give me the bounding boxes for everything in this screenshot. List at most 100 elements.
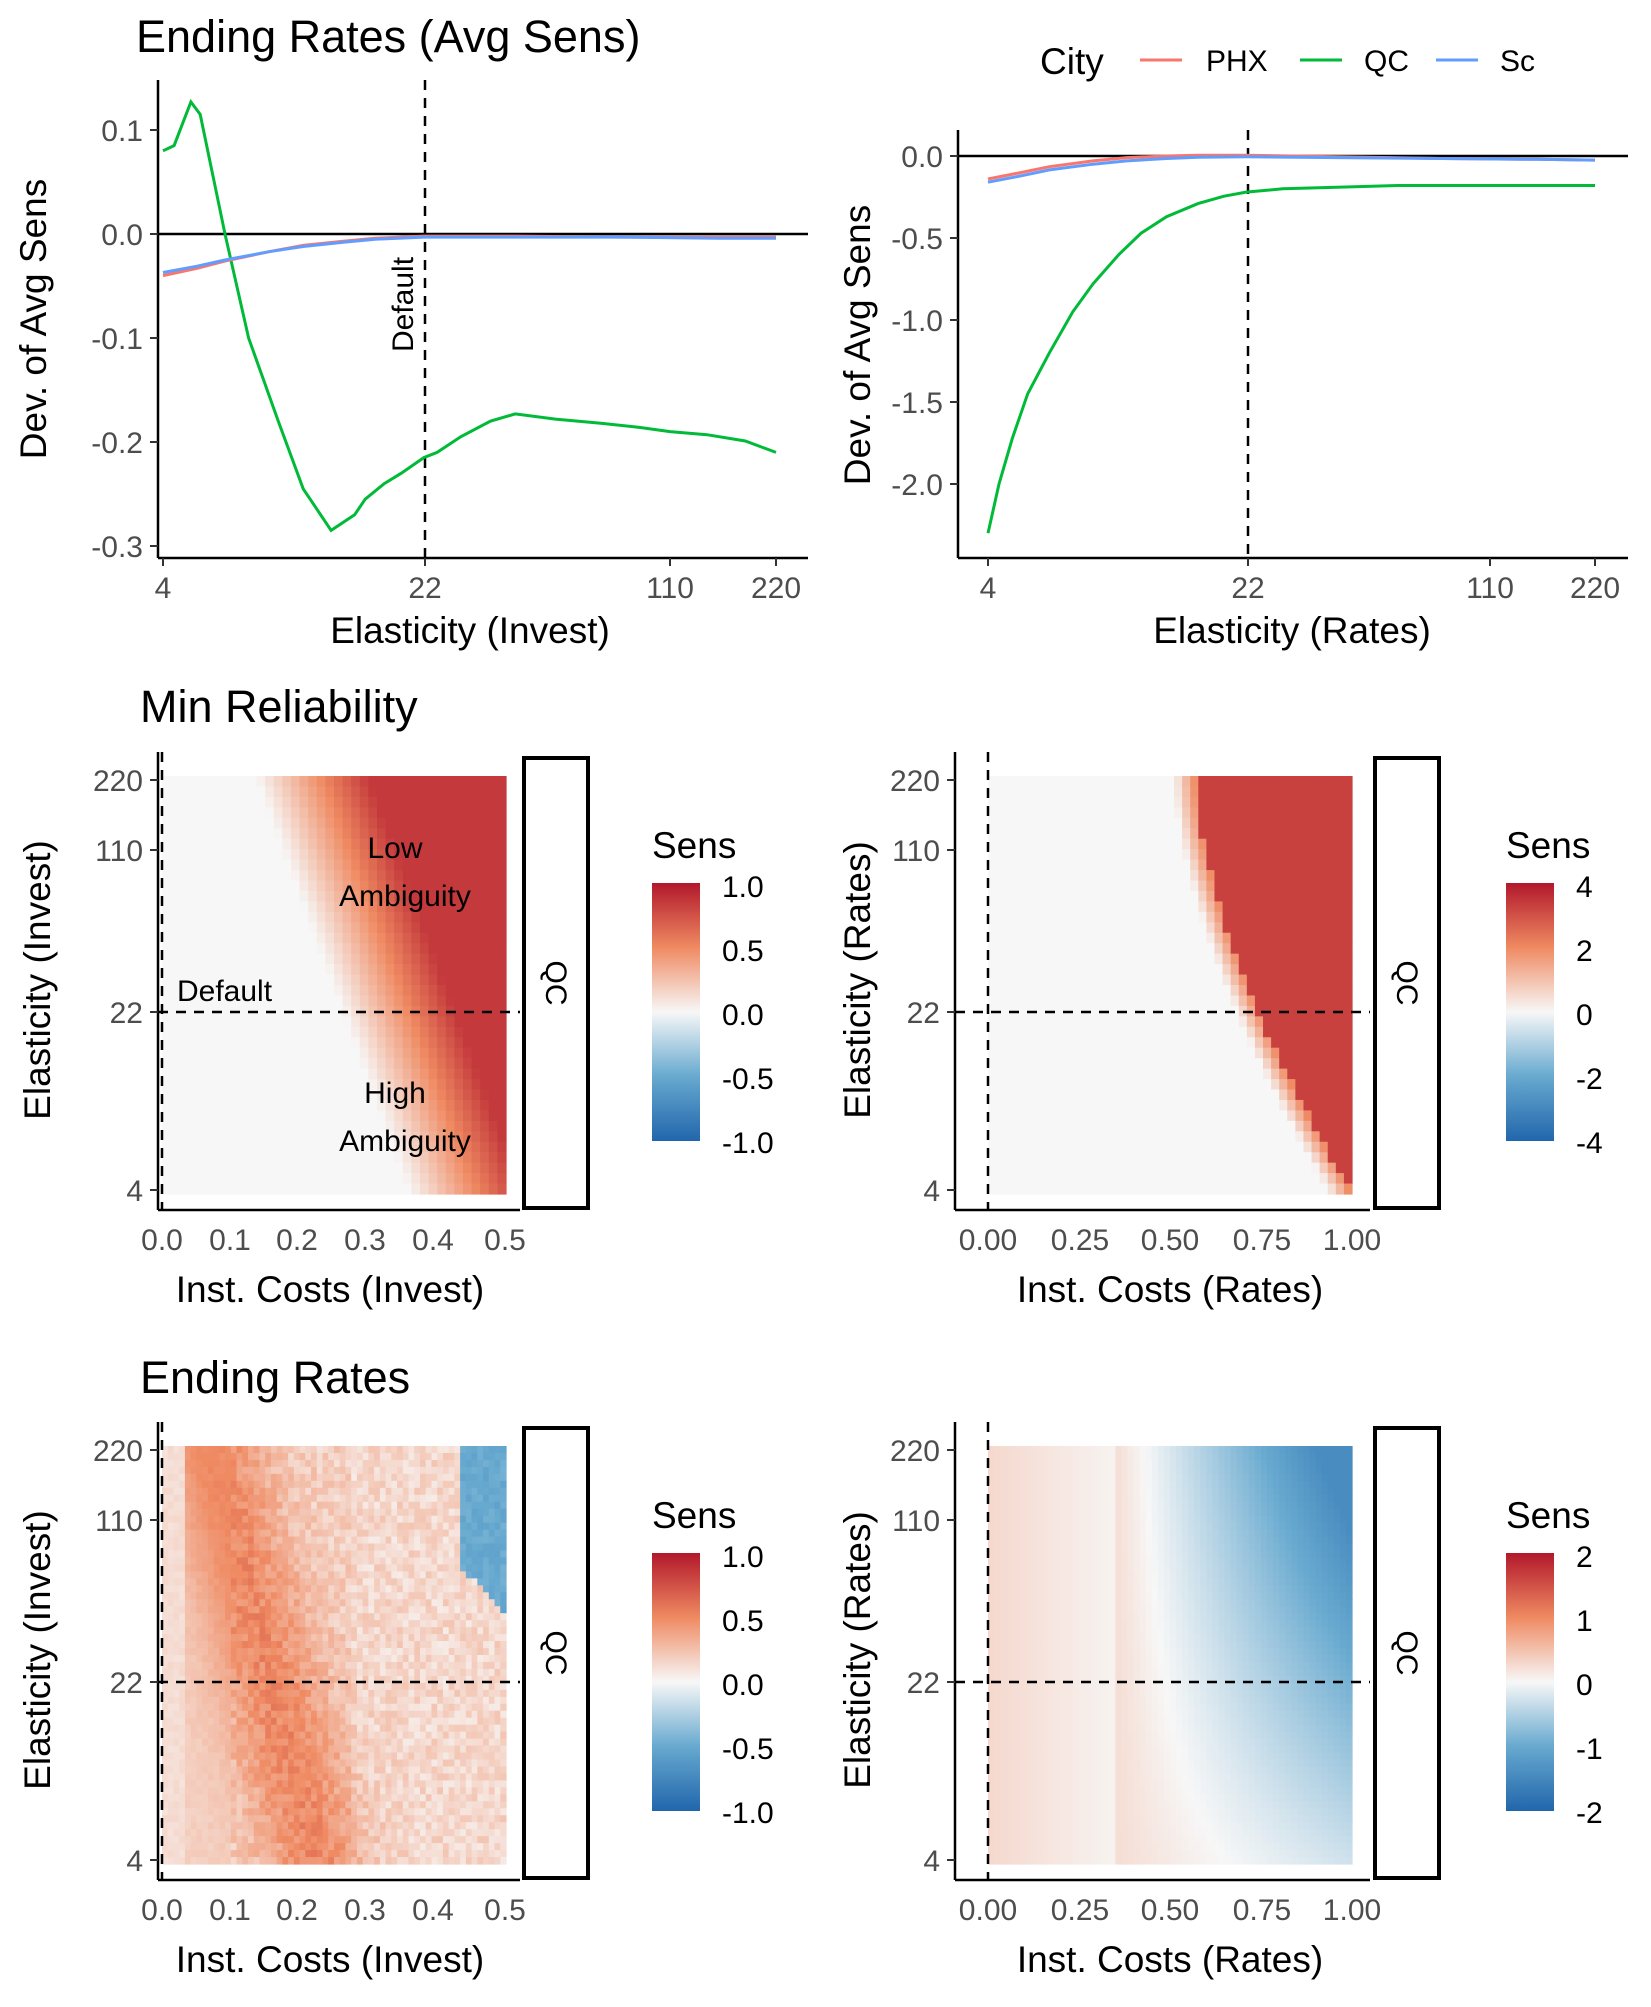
heatmap-cell	[351, 786, 361, 798]
heatmap-cell	[248, 985, 258, 997]
heatmap-cell	[196, 974, 206, 986]
heatmap-cell	[213, 1557, 220, 1566]
heatmap-cell	[222, 911, 232, 923]
heatmap-cell	[187, 964, 197, 976]
heatmap-cell	[420, 1037, 430, 1049]
heatmap-cell	[276, 1536, 283, 1545]
heatmap-cell	[1174, 776, 1183, 788]
heatmap-cell	[190, 1857, 197, 1865]
heatmap-cell	[1327, 1026, 1337, 1038]
heatmap-cell	[1004, 1141, 1013, 1153]
heatmap-cell	[167, 1745, 175, 1754]
heatmap-cell	[1230, 1131, 1240, 1143]
heatmap-cell	[213, 1564, 220, 1572]
x-tick-label: 0.4	[412, 1224, 454, 1257]
heatmap-cell	[170, 995, 180, 1007]
heatmap-cell	[162, 1529, 169, 1538]
heatmap-cell	[184, 1515, 192, 1524]
heatmap-cell	[236, 1641, 243, 1649]
y-axis-title: Dev. of Avg Sens	[837, 205, 878, 485]
heatmap-cell	[359, 786, 369, 798]
heatmap-cell	[282, 807, 292, 819]
heatmap-cell	[454, 1120, 464, 1132]
heatmap-cell	[282, 1571, 289, 1579]
heatmap-cell	[1109, 1152, 1119, 1164]
heatmap-cell	[1012, 901, 1021, 913]
heatmap-cell	[202, 1668, 209, 1677]
heatmap-cell	[167, 1773, 175, 1781]
heatmap-cell	[1141, 1110, 1151, 1122]
heatmap-cell	[1214, 974, 1224, 986]
heatmap-cell	[445, 786, 455, 798]
heatmap-cell	[1052, 1099, 1062, 1111]
heatmap-cell	[1263, 807, 1272, 819]
heatmap-cell	[437, 964, 447, 976]
heatmap-cell	[1335, 1110, 1345, 1122]
heatmap-cell	[325, 922, 335, 934]
heatmap-cell	[184, 1717, 192, 1726]
heatmap-cell	[179, 1529, 186, 1538]
heatmap-cell	[1052, 1162, 1062, 1174]
heatmap-cell	[1319, 880, 1329, 892]
heatmap-cell	[1093, 890, 1102, 902]
heatmap-cell	[1246, 964, 1256, 976]
heatmap-cell	[173, 1536, 180, 1545]
heatmap-cell	[179, 1131, 189, 1143]
heatmap-cell	[265, 1836, 272, 1844]
heatmap-cell	[1263, 796, 1272, 808]
heatmap-cell	[428, 974, 438, 986]
heatmap-cell	[463, 870, 473, 882]
heatmap-cell	[325, 1183, 335, 1195]
heatmap-cell	[1093, 817, 1102, 829]
heatmap-cell	[1060, 1068, 1070, 1080]
heatmap-cell	[282, 1661, 289, 1670]
heatmap-cell	[207, 1592, 215, 1600]
heatmap-cell	[167, 1446, 175, 1454]
heatmap-cell	[480, 932, 490, 944]
heatmap-cell	[213, 1738, 220, 1747]
heatmap-cell	[259, 1613, 266, 1621]
heatmap-cell	[1319, 786, 1329, 798]
heatmap-cell	[1036, 964, 1046, 976]
heatmap-cell	[1165, 985, 1175, 997]
heatmap-cell	[1311, 859, 1321, 871]
heatmap-cell	[1085, 1099, 1094, 1111]
heatmap-cell	[230, 1026, 240, 1038]
heatmap-cell	[230, 1808, 238, 1816]
heatmap-cell	[248, 901, 258, 913]
heatmap-cell	[497, 1089, 507, 1101]
heatmap-cell	[1254, 1089, 1264, 1101]
heatmap-cell	[1165, 1079, 1175, 1091]
heatmap-cell	[239, 1037, 249, 1049]
heatmap-cell	[1174, 1183, 1183, 1195]
heatmap-cell	[1093, 1089, 1102, 1101]
heatmap-cell	[1263, 1037, 1272, 1049]
heatmap-cell	[213, 1131, 223, 1143]
heatmap-cell	[202, 1661, 209, 1670]
heatmap-cell	[1311, 974, 1321, 986]
heatmap-cell	[291, 985, 301, 997]
heatmap-cell	[1149, 1058, 1159, 1070]
heatmap-cell	[428, 1047, 438, 1059]
heatmap-cell	[167, 1850, 175, 1858]
heatmap-cell	[359, 817, 369, 829]
heatmap-cell	[1319, 1058, 1329, 1070]
heatmap-cell	[497, 911, 507, 923]
heatmap-cell	[411, 953, 421, 965]
heatmap-cell	[1263, 1068, 1272, 1080]
heatmap-cell	[1327, 953, 1337, 965]
heatmap-cell	[1149, 901, 1159, 913]
heatmap-cell	[1335, 786, 1345, 798]
heatmap-cell	[219, 1452, 226, 1461]
heatmap-cell	[207, 1543, 215, 1552]
heatmap-cell	[1028, 1026, 1038, 1038]
heatmap-cell	[1254, 1047, 1264, 1059]
heatmap-cell	[996, 838, 1005, 850]
heatmap-cell	[167, 1752, 175, 1761]
heatmap-cell	[1157, 995, 1167, 1007]
heatmap-cell	[248, 1668, 255, 1677]
heatmap-cell	[402, 901, 412, 913]
heatmap-cell	[1279, 1120, 1288, 1132]
heatmap-cell	[480, 776, 490, 788]
facet-label: QC	[1390, 961, 1423, 1006]
